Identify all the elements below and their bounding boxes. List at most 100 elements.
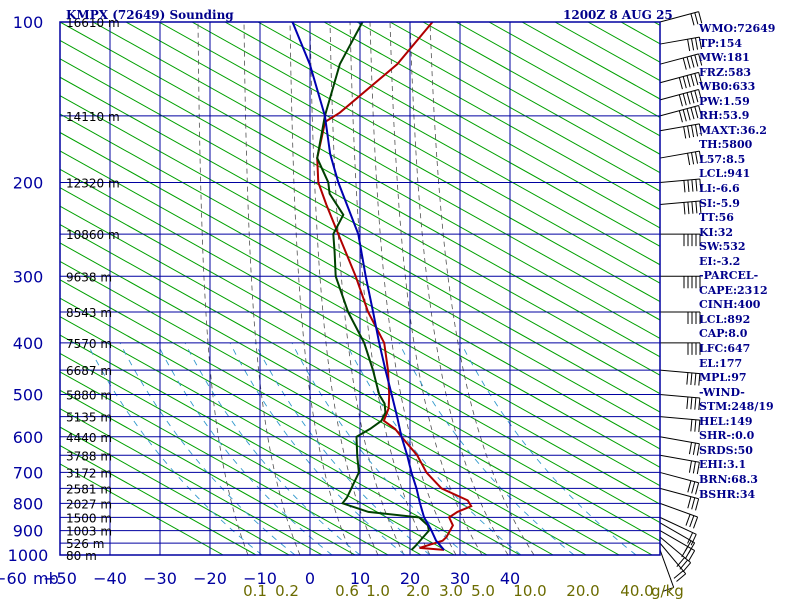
pressure-tick-label: 700 [13,463,44,482]
mixing-ratio-line [156,342,333,555]
wind-barb-flag [686,75,691,88]
wind-barb-flag [690,91,695,104]
plot-frame [59,21,661,556]
dry-adiabat-line [60,352,422,555]
sounding-index-item: HEL:149 [699,414,753,428]
wind-barb-staff [659,530,695,552]
wind-barb-staff [659,416,700,421]
wind-barb-flag [690,534,697,546]
temperature-tick-label: 0 [305,569,315,588]
sounding-index-item: TP:154 [699,36,743,50]
dry-adiabat-line [60,113,660,450]
moist-adiabat-line [329,22,405,555]
wind-barb-flag [698,373,701,386]
dry-adiabat-line [92,22,660,339]
dry-adiabat-line [60,444,257,555]
wind-barb-flag [694,106,699,119]
wind-barb-flag [686,372,689,385]
temperature-tick-label: −40 [93,569,127,588]
height-label: 5880 m [66,389,112,403]
mixing-ratio-line [119,342,296,555]
wind-barb-staff [659,36,700,45]
wind-barb-flag [690,372,693,385]
height-label: 1500 m [66,511,112,525]
dry-adiabat-line [125,22,660,321]
sounding-index-item: TT:56 [699,211,734,225]
height-label: 8543 m [66,306,112,320]
wind-barb-flag [676,573,687,582]
dry-adiabat-line [158,22,660,303]
wind-barb-staff [659,516,697,535]
sounding-index-item: STM:248/19 [699,400,774,414]
sounding-index-item: TH:5800 [699,138,753,152]
height-label: 16610 m [66,16,120,30]
sounding-index-item: CAP:8.0 [699,327,748,341]
height-label: 526 m [66,537,104,551]
temperature-tick-label: 40 [500,569,520,588]
dry-adiabat-line [60,463,224,555]
mixing-ratio-label: 1.0 [366,582,390,600]
dry-adiabat-line [60,205,660,542]
wind-barb-flag [690,13,695,26]
sounding-index-item: MAXT:36.2 [699,123,767,137]
sounding-index-item: SW:532 [699,240,746,254]
dry-adiabat-line [191,22,660,284]
height-label: 14110 m [66,110,120,124]
wind-barb-flag [694,73,699,86]
temperature-tick-label: −50 [43,569,77,588]
wind-barb-flag [688,442,693,455]
moist-adiabat-line [349,22,431,555]
wind-barb-flag [698,151,702,164]
wind-barb-flag [698,72,703,85]
height-label: 1003 m [66,525,112,539]
sounding-index-item: EI:-3.2 [699,254,741,268]
dry-adiabat-line [60,39,660,376]
wind-barb-flag [687,202,690,215]
pressure-tick-label: 400 [13,334,44,353]
wind-barb-staff [659,522,695,544]
wind-barb-flag [683,126,687,139]
sounding-index-item: LCL:892 [699,312,751,326]
wind-barb-flag [694,397,697,410]
temperature-tick-label: 10 [350,569,370,588]
wind-barb-flag [688,542,696,554]
wind-barb-flag [682,57,687,70]
height-label: 12320 m [66,176,120,190]
moist-adiabat-line [429,22,535,555]
wind-barb-flag [676,557,685,568]
sounding-index-item: L57:8.5 [699,152,746,166]
wind-barb-flag [687,39,691,52]
wind-barb-flag [690,107,695,120]
sounding-index-item: SHR-:0.0 [699,429,755,443]
pressure-tick-label: 100 [13,13,44,32]
height-label: 80 m [66,549,97,563]
dry-adiabat-line [60,260,587,555]
wind-barb-staff [659,71,699,84]
dry-adiabat-line [60,187,660,524]
sounding-index-item: SI:-5.9 [699,196,740,210]
wind-barb-flag [679,559,688,570]
wind-barb-flag [678,94,683,107]
pressure-tick-label: 800 [13,494,44,513]
height-label: 9638 m [66,270,112,284]
sounding-index-item: WMO:72649 [699,22,776,35]
wind-barb-staff [659,200,700,206]
dewpoint-profile-line [316,22,430,551]
sounding-index-item: CINH:400 [699,298,761,312]
wind-barb-staff [659,150,700,159]
height-label: 10860 m [66,228,120,242]
chart-title: KMPX (72649) Sounding [66,8,234,22]
sounding-index-item: EHI:3.1 [699,458,747,472]
wind-barb-flag [678,77,683,90]
wind-barb-flag [684,540,692,552]
wind-barb-flag [690,55,695,68]
dry-adiabat-line [257,22,660,247]
dry-adiabat-line [60,150,660,487]
wind-barb-flag [694,54,699,67]
temperature-tick-label: 30 [450,569,470,588]
wind-barb-flag [682,76,687,89]
pressure-tick-label: 1000 [8,546,49,565]
dry-adiabat-line [60,58,660,395]
height-label: 6687 m [66,364,112,378]
wind-barb-staff [659,487,699,500]
